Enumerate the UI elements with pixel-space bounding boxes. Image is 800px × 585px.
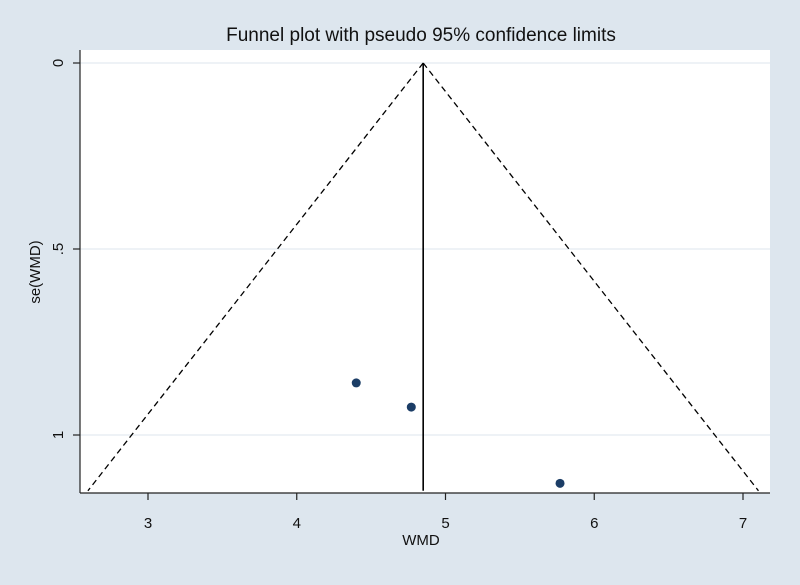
data-point-2 xyxy=(555,478,565,488)
y-tick-label-0: 0 xyxy=(50,59,67,67)
x-tick-label-3: 6 xyxy=(590,515,598,532)
axes: 3 4 5 6 7 0 .5 1 xyxy=(50,50,770,532)
x-tick-label-2: 5 xyxy=(441,515,449,532)
data-point-1 xyxy=(406,402,416,412)
y-tick-label-2: 1 xyxy=(50,431,67,439)
chart-title: Funnel plot with pseudo 95% confidence l… xyxy=(226,25,616,46)
x-tick-label-1: 4 xyxy=(293,515,301,532)
data-points xyxy=(351,378,565,488)
x-tick-label-0: 3 xyxy=(144,515,152,532)
lower-confidence-limit xyxy=(87,62,424,492)
upper-confidence-limit xyxy=(422,62,759,492)
plot-area xyxy=(80,50,770,493)
funnel-lines xyxy=(87,62,759,492)
x-axis-title: WMD xyxy=(402,532,440,549)
grid-lines xyxy=(80,62,770,436)
y-axis-title: se(WMD) xyxy=(27,240,44,303)
x-tick-label-4: 7 xyxy=(739,515,747,532)
data-point-0 xyxy=(351,378,361,388)
y-tick-label-1: .5 xyxy=(50,243,67,256)
